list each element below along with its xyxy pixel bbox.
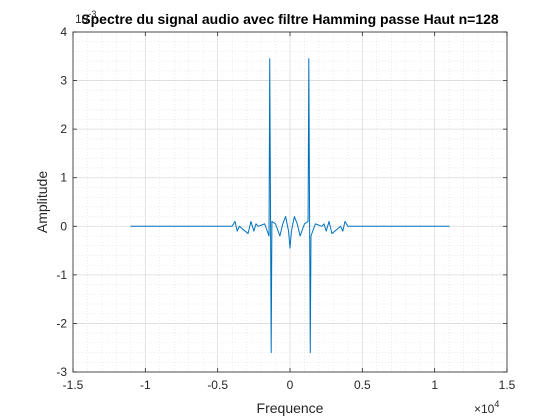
x-tick-label: -1 xyxy=(140,378,151,392)
series-group xyxy=(130,58,450,354)
x-multiplier-label: ×104 xyxy=(474,399,499,416)
y-multiplier-label: 10-3 xyxy=(75,9,96,26)
x-axis-ticks: -1.5 -1 -0.5 0 0.5 1 1.5 xyxy=(63,32,516,392)
y-tick-label: 3 xyxy=(60,74,67,88)
y-axis-ticks: -3 -2 -1 0 1 2 3 4 xyxy=(56,25,507,379)
spectrum-series-line xyxy=(130,58,450,354)
x-tick-label: -0.5 xyxy=(207,378,228,392)
x-tick-label: -1.5 xyxy=(63,378,84,392)
plot-area: -1.5 -1 -0.5 0 0.5 1 1.5 -3 -2 -1 0 1 2 3 4 xyxy=(56,25,515,392)
y-tick-label: 2 xyxy=(60,122,67,136)
y-axis-label: Amplitude xyxy=(34,171,50,233)
y-tick-label: 1 xyxy=(60,171,67,185)
y-tick-label: -1 xyxy=(56,268,67,282)
y-tick-label: -2 xyxy=(56,316,67,330)
x-tick-label: 1 xyxy=(431,378,438,392)
x-tick-label: 0 xyxy=(287,378,294,392)
x-tick-label: 1.5 xyxy=(499,378,516,392)
y-tick-label: 4 xyxy=(60,25,67,39)
x-axis-label: Frequence xyxy=(257,400,324,416)
y-tick-label: -3 xyxy=(56,365,67,379)
chart-title: Spectre du signal audio avec filtre Hamm… xyxy=(81,11,499,27)
x-tick-label: 0.5 xyxy=(354,378,371,392)
y-tick-label: 0 xyxy=(60,219,67,233)
